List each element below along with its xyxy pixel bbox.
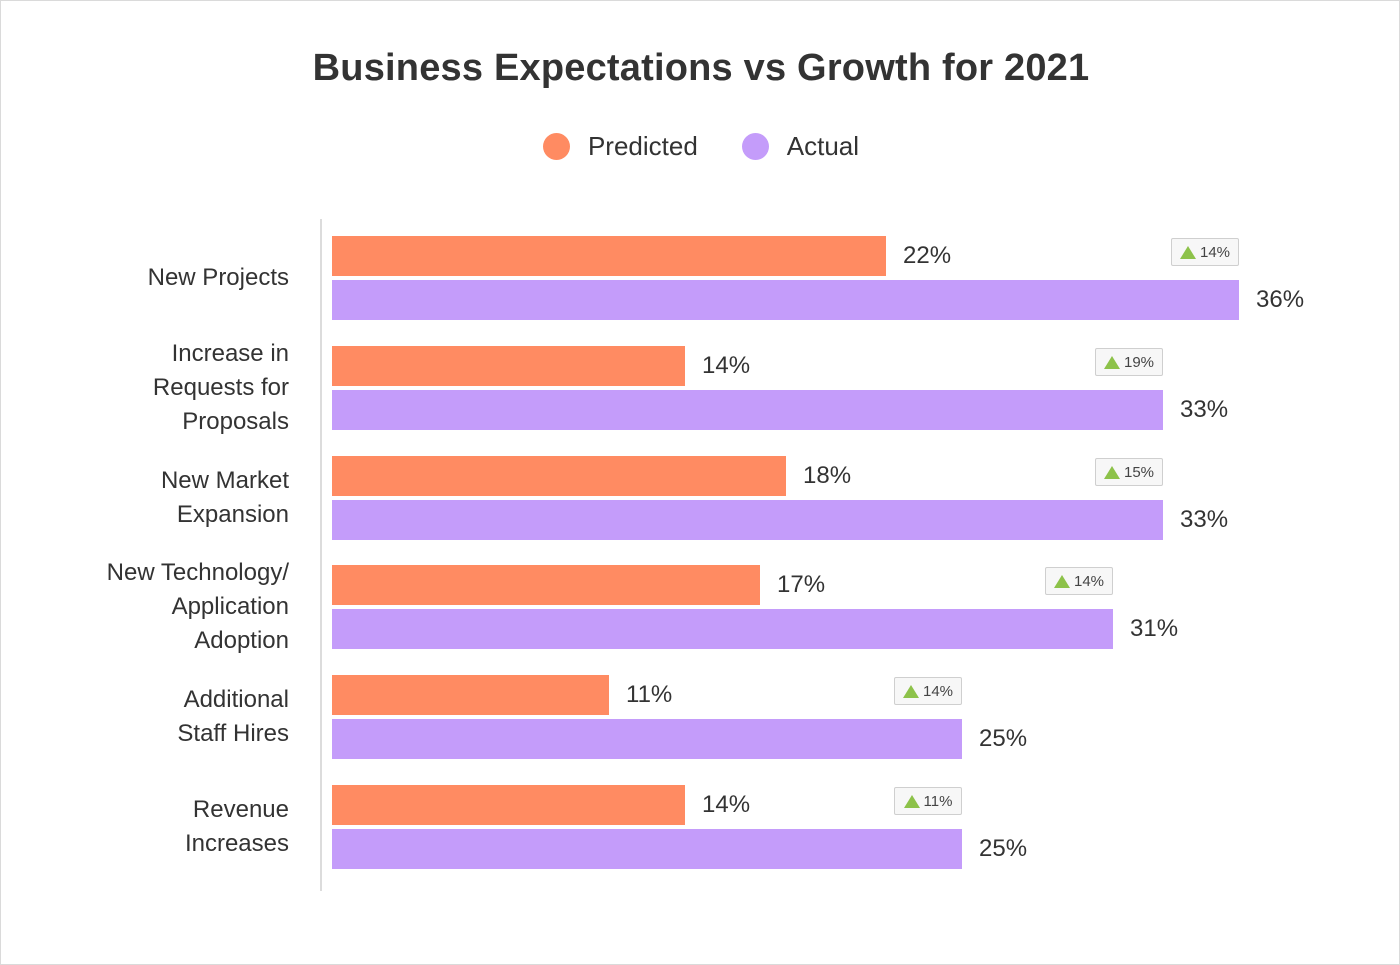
legend-item-actual[interactable]: Actual: [741, 131, 860, 162]
value-label-actual: 25%: [979, 835, 1028, 862]
legend-swatch-actual: [741, 133, 769, 160]
difference-badge: 19%: [1095, 348, 1163, 376]
bar-predicted[interactable]: [332, 785, 685, 825]
value-label-actual: 36%: [1256, 286, 1305, 313]
value-label-predicted: 11%: [626, 681, 673, 708]
difference-badge-text: 11%: [923, 792, 953, 810]
value-label-actual: 33%: [1180, 396, 1229, 423]
bar-actual[interactable]: [332, 719, 962, 759]
value-label-predicted: 22%: [903, 242, 952, 269]
up-triangle-icon: [1103, 465, 1120, 479]
category-label: New Market Expansion: [160, 467, 289, 528]
up-triangle-icon: [903, 794, 920, 808]
value-label-predicted: 14%: [702, 791, 751, 818]
difference-badge-text: 14%: [922, 682, 954, 700]
difference-badge: 14%: [1045, 567, 1113, 595]
difference-badge-text: 14%: [1073, 572, 1105, 590]
value-label-predicted: 14%: [702, 352, 751, 379]
difference-badge: 14%: [894, 677, 962, 705]
legend-label-predicted: Predicted: [587, 131, 698, 161]
legend-swatch-predicted: [542, 133, 570, 160]
legend: Predicted Actual: [1, 131, 1400, 162]
bar-actual[interactable]: [332, 280, 1239, 320]
bar-predicted[interactable]: [332, 456, 786, 496]
difference-badge: 14%: [1171, 238, 1239, 266]
up-triangle-icon: [1103, 355, 1120, 369]
difference-badge-text: 15%: [1123, 463, 1155, 481]
bar-actual[interactable]: [332, 500, 1163, 540]
y-axis-line: [320, 219, 322, 891]
value-label-actual: 31%: [1130, 615, 1179, 642]
category-label: Increase in Requests for Proposals: [152, 340, 289, 435]
value-label-actual: 33%: [1180, 506, 1229, 533]
value-label-predicted: 17%: [777, 571, 826, 598]
up-triangle-icon: [902, 684, 919, 698]
difference-badge-text: 19%: [1123, 353, 1155, 371]
difference-badge-text: 14%: [1199, 243, 1231, 261]
value-label-predicted: 18%: [803, 462, 852, 489]
up-triangle-icon: [1179, 245, 1196, 259]
category-label: New Technology/ Application Adoption: [106, 559, 289, 654]
value-label-actual: 25%: [979, 725, 1028, 752]
category-label: New Projects: [147, 264, 289, 291]
difference-badge: 11%: [894, 787, 962, 815]
bar-actual[interactable]: [332, 609, 1113, 649]
bar-predicted[interactable]: [332, 565, 760, 605]
legend-item-predicted[interactable]: Predicted: [542, 131, 698, 162]
up-triangle-icon: [1053, 574, 1070, 588]
difference-badge: 15%: [1095, 458, 1163, 486]
legend-label-actual: Actual: [786, 131, 860, 161]
bar-predicted[interactable]: [332, 346, 685, 386]
bar-predicted[interactable]: [332, 675, 609, 715]
bar-actual[interactable]: [332, 829, 962, 869]
category-label: Revenue Increases: [184, 796, 289, 857]
category-label: Additional Staff Hires: [177, 686, 289, 747]
chart-title: Business Expectations vs Growth for 2021: [312, 47, 1090, 89]
bar-predicted[interactable]: [332, 236, 886, 276]
bar-actual[interactable]: [332, 390, 1163, 430]
